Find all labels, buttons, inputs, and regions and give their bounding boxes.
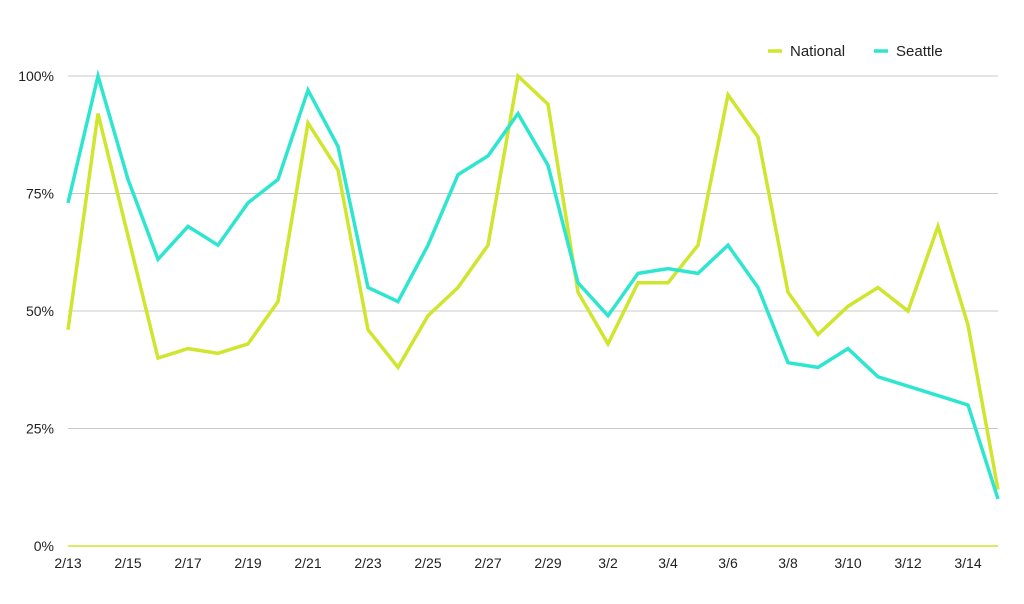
legend: National Seattle	[768, 43, 943, 60]
x-tick-label: 2/19	[234, 555, 261, 571]
series-line-seattle	[66, 69, 1000, 500]
y-tick-label: 75%	[26, 186, 54, 202]
y-tick-label: 50%	[26, 303, 54, 319]
axes: 0% 25% 50% 75% 100% 2/13 2/15 2/17 2/19 2/21 2/23 2…	[18, 68, 998, 571]
y-tick-label: 25%	[26, 421, 54, 437]
legend-label-seattle: Seattle	[896, 43, 943, 60]
x-tick-label: 3/4	[658, 555, 678, 571]
x-tick-label: 3/14	[954, 555, 981, 571]
y-tick-label: 0%	[34, 538, 54, 554]
x-tick-label: 2/25	[414, 555, 441, 571]
x-tick-label: 2/15	[114, 555, 141, 571]
x-tick-label: 3/10	[834, 555, 861, 571]
x-tick-label: 2/17	[174, 555, 201, 571]
x-tick-label: 3/6	[718, 555, 738, 571]
x-tick-label: 3/8	[778, 555, 798, 571]
x-tick-label: 2/27	[474, 555, 501, 571]
series-lines	[66, 69, 1000, 500]
y-tick-label: 100%	[18, 68, 54, 84]
x-tick-label: 2/23	[354, 555, 381, 571]
x-tick-label: 2/21	[294, 555, 321, 571]
gridlines	[68, 75, 998, 429]
x-tick-label: 2/13	[54, 555, 81, 571]
series-line-national	[66, 72, 1000, 490]
x-tick-label: 2/29	[534, 555, 561, 571]
legend-label-national: National	[790, 43, 845, 60]
x-tick-label: 3/2	[598, 555, 618, 571]
x-tick-label: 3/12	[894, 555, 921, 571]
